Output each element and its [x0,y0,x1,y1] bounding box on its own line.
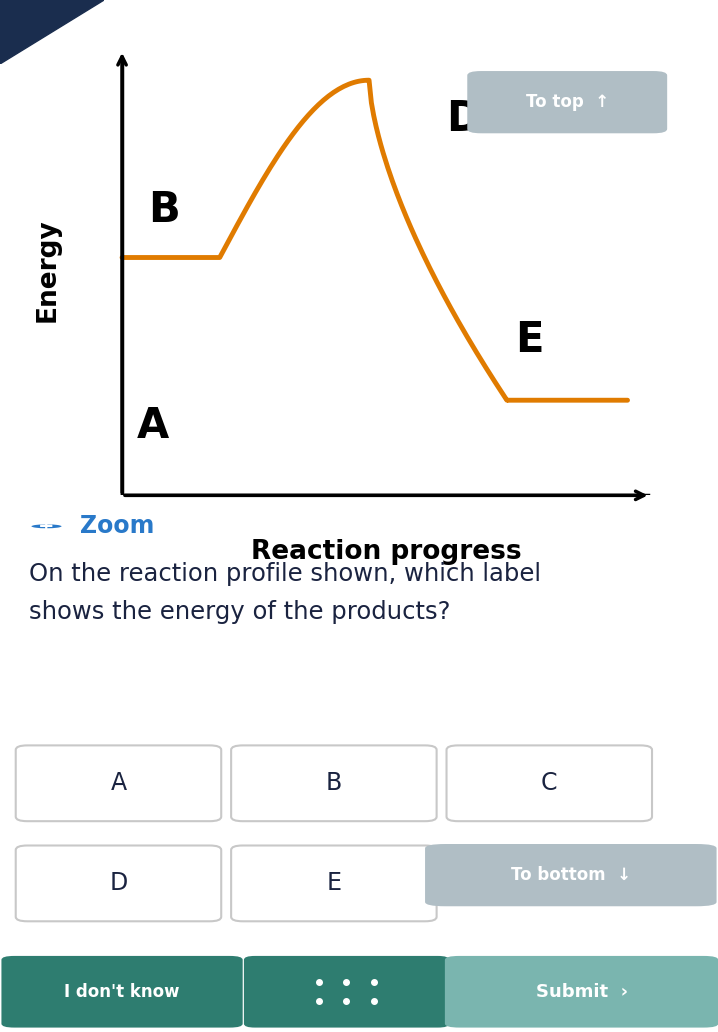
Text: E: E [516,319,544,360]
Text: Energy: Energy [34,219,60,322]
Text: A: A [111,771,126,796]
Circle shape [32,524,62,528]
Text: D: D [109,871,128,896]
FancyBboxPatch shape [231,845,437,922]
FancyBboxPatch shape [425,844,717,906]
Text: A: A [136,406,169,447]
FancyBboxPatch shape [244,956,449,1028]
Polygon shape [0,0,104,64]
Text: E: E [327,871,341,896]
Text: B: B [148,189,180,231]
FancyBboxPatch shape [231,745,437,821]
FancyBboxPatch shape [16,745,221,821]
Text: I don't know: I don't know [65,982,180,1001]
FancyBboxPatch shape [16,845,221,922]
FancyBboxPatch shape [447,745,652,821]
Text: Submit  ›: Submit › [536,982,628,1001]
Text: +: + [38,517,55,536]
Text: C: C [541,771,557,796]
FancyBboxPatch shape [1,956,243,1028]
Text: To bottom  ↓: To bottom ↓ [510,866,631,884]
Text: B: B [326,771,342,796]
Text: Zoom: Zoom [80,514,154,539]
Text: To top  ↑: To top ↑ [526,93,609,111]
Text: On the reaction profile shown, which label
shows the energy of the products?: On the reaction profile shown, which lab… [29,562,541,623]
FancyBboxPatch shape [445,956,718,1028]
Text: D: D [447,98,481,140]
Text: Reaction progress: Reaction progress [251,539,521,565]
FancyBboxPatch shape [467,71,667,133]
